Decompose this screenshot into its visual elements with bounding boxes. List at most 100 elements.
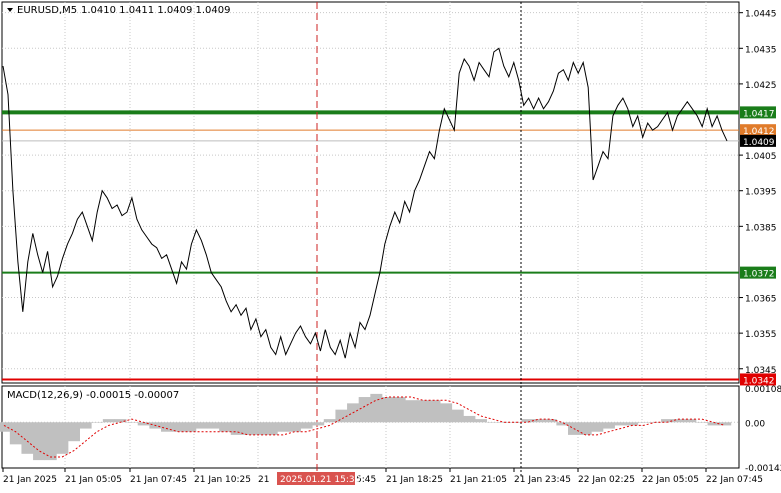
macd-histogram-bar: [254, 422, 267, 435]
price-tick-label: 1.0405: [745, 152, 777, 162]
macd-histogram-bar: [300, 422, 313, 429]
ohlc-label: 1.0410 1.0411 1.0409 1.0409: [81, 5, 231, 16]
macd-histogram-bar: [509, 422, 522, 423]
time-tick-label: 21 Jan 21:05: [450, 475, 507, 485]
price-tick-label: 1.0385: [745, 223, 777, 233]
macd-histogram-bar: [405, 400, 418, 423]
time-tick-label-partial: 21: [258, 475, 269, 485]
macd-histogram-bar: [265, 422, 278, 435]
level-price-label: 1.0342: [743, 376, 775, 386]
macd-histogram-bar: [172, 422, 185, 432]
macd-histogram-bar: [102, 419, 115, 423]
macd-histogram-bar: [0, 422, 11, 432]
price-tick-label: 1.0445: [745, 10, 777, 20]
macd-signal-line: [3, 396, 726, 458]
macd-histogram-bar: [474, 419, 488, 423]
time-tick-label: 21 Jan 05:05: [65, 475, 122, 485]
macd-histogram-bar: [56, 422, 69, 454]
macd-histogram-bar: [277, 422, 290, 432]
time-tick-label: 21 Jan 07:45: [130, 475, 187, 485]
macd-histogram-bar: [67, 422, 80, 442]
crosshair-time-label: 2025.01.21 15:30: [280, 475, 361, 485]
macd-label: MACD(12,26,9) -0.00015 -0.00007: [7, 390, 179, 401]
level-price-badge: [740, 124, 776, 137]
macd-histogram-bar: [195, 422, 208, 429]
time-tick-label: 21 Jan 23:45: [514, 475, 571, 485]
macd-histogram-bar: [137, 422, 150, 426]
chart-header[interactable]: EURUSD,M5 1.0410 1.0411 1.0409 1.0409: [7, 5, 231, 16]
macd-histogram-bar: [79, 422, 92, 429]
triangle-down-icon[interactable]: [7, 8, 13, 12]
price-tick-label: 1.0395: [745, 188, 777, 198]
macd-histogram-bar: [451, 409, 464, 423]
macd-histogram-bar: [114, 419, 127, 423]
time-tick-label: 22 Jan 02:25: [578, 475, 635, 485]
price-tick-label: 1.0355: [745, 330, 777, 340]
macd-histogram-bar: [695, 422, 708, 423]
macd-histogram-bar: [230, 422, 243, 435]
macd-histogram-bar: [207, 422, 220, 429]
time-tick-label: 22 Jan 07:45: [706, 475, 763, 485]
macd-histogram-bar: [428, 400, 441, 423]
time-tick-label: 21 Jan 2025: [3, 475, 57, 485]
main-panel-frame: [1, 1, 740, 384]
crosshair-time-badge: [277, 472, 355, 485]
macd-histogram-bar: [544, 419, 557, 423]
time-tick-label: 21 Jan 10:25: [194, 475, 251, 485]
price-line[interactable]: [2, 47, 728, 359]
price-tick-label: 1.0435: [745, 45, 777, 55]
macd-histogram-bar: [672, 419, 685, 423]
macd-histogram-bar: [684, 419, 697, 423]
macd-histogram-bar: [579, 422, 592, 435]
level-price-badge: [740, 266, 776, 279]
macd-histogram-bar: [9, 422, 22, 445]
level-price-label: 1.0372: [743, 270, 775, 280]
vertical-markers: [316, 2, 522, 478]
level-price-label: 1.0409: [743, 138, 775, 148]
macd-histogram-bar: [440, 403, 453, 423]
level-price-label: 1.0417: [743, 109, 775, 119]
time-tick-label: 22 Jan 05:05: [642, 475, 699, 485]
macd-histogram-bar: [33, 422, 46, 461]
level-price-badge: [740, 373, 776, 386]
macd-histogram-bar: [463, 415, 476, 423]
macd-histogram-bar: [393, 397, 406, 423]
macd-histogram-bar: [556, 422, 569, 426]
macd-tick-label: 0.00108: [745, 385, 781, 395]
macd-histogram-bar: [184, 422, 197, 432]
level-price-badge: [740, 106, 776, 119]
macd-histogram-bar: [370, 393, 383, 423]
axis-labels: 1.0445 1.0435 1.0425 1.0405 1.0395 1.0385 1.03…: [2, 10, 781, 485]
macd-histogram-bar: [126, 422, 139, 423]
macd-indicator: [0, 393, 739, 461]
macd-histogram-bar: [637, 422, 650, 423]
grid-lines: [2, 2, 739, 468]
price-tick-label: 1.0425: [745, 81, 777, 91]
macd-histogram-bar: [707, 422, 720, 426]
macd-histogram-bar: [91, 422, 104, 423]
macd-histogram-bar: [591, 422, 604, 432]
macd-histogram-bar: [21, 422, 34, 454]
macd-histogram-bar: [358, 397, 371, 423]
horizontal-levels: [2, 110, 739, 381]
price-tick-label: 1.0365: [745, 295, 777, 305]
price-tick-label: 1.0345: [745, 366, 777, 376]
macd-histogram-bar: [416, 400, 429, 423]
time-tick-label-partial: 5:45: [356, 475, 376, 485]
macd-histogram-bar: [44, 422, 57, 461]
macd-histogram-bar: [521, 419, 534, 423]
macd-histogram-bar: [288, 422, 301, 432]
macd-histogram-bar: [219, 422, 232, 432]
level-price-label: 1.0412: [743, 127, 775, 137]
level-price-badge: [740, 134, 776, 147]
macd-histogram-bar: [335, 409, 348, 423]
macd-histogram-bar: [242, 422, 255, 435]
macd-histogram-bar: [719, 422, 732, 426]
macd-histogram-bar: [323, 419, 336, 423]
macd-histogram-bar: [160, 422, 174, 432]
time-tick-label: 21 Jan 18:25: [386, 475, 443, 485]
macd-histogram-bar: [626, 422, 639, 426]
